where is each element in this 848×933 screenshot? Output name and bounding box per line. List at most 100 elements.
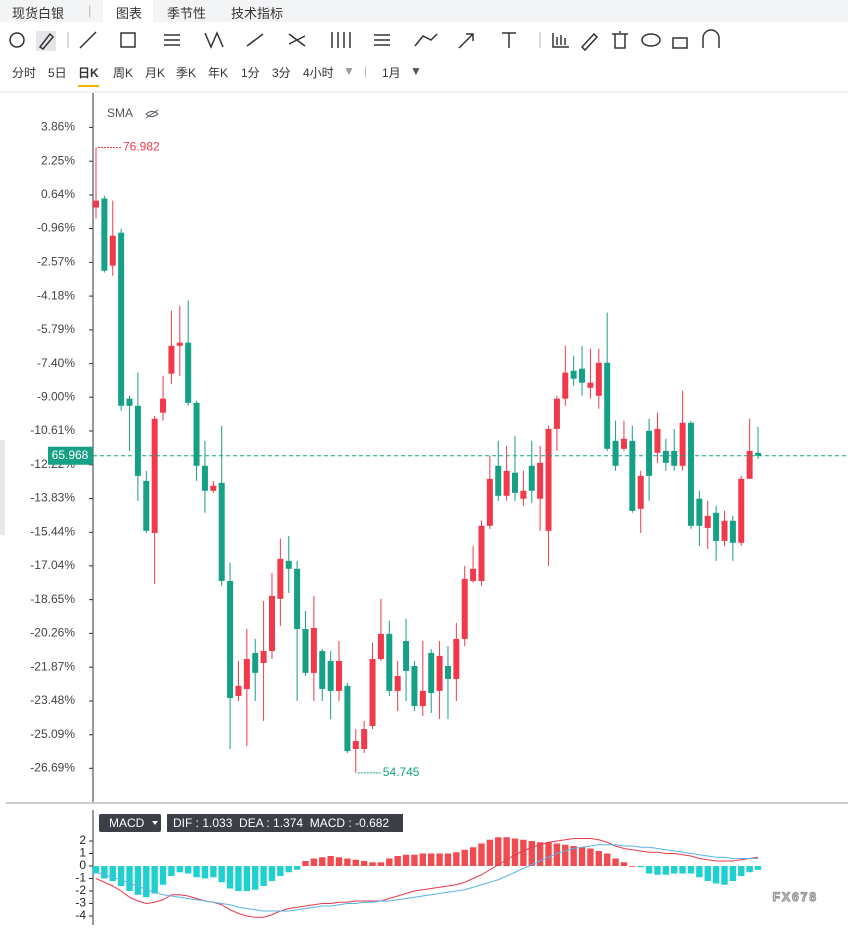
- candle-body: [277, 558, 284, 599]
- period-button[interactable]: 4小时: [303, 66, 334, 80]
- macd-bar: [344, 858, 351, 866]
- y-tick-label: -15.44%: [30, 524, 75, 538]
- period-button[interactable]: 日K: [78, 64, 99, 87]
- candle-body: [109, 235, 116, 266]
- candle-body: [176, 342, 183, 346]
- macd-bar: [469, 847, 477, 866]
- indicator-button[interactable]: [99, 814, 161, 832]
- tool-icon[interactable]: [331, 32, 351, 48]
- candle-body: [302, 629, 309, 673]
- tool-icon[interactable]: [246, 33, 264, 47]
- dropdown-arrow: [152, 821, 158, 825]
- macd-bar: [671, 866, 678, 874]
- candle-body: [285, 560, 292, 569]
- visibility-icon[interactable]: [145, 109, 159, 119]
- tool-icon[interactable]: [120, 32, 136, 48]
- period-button[interactable]: 季K: [176, 66, 197, 80]
- y-tick-label: -26.69%: [30, 760, 75, 774]
- candle-body: [151, 418, 158, 533]
- macd-bar: [587, 848, 594, 866]
- tool-icon[interactable]: [288, 33, 306, 47]
- macd-bar: [126, 866, 133, 891]
- tab[interactable]: 季节性: [167, 6, 207, 21]
- candle-body: [746, 450, 753, 479]
- tool-icon[interactable]: [612, 31, 628, 49]
- period-button[interactable]: 月K: [145, 66, 166, 80]
- macd-bar: [226, 866, 234, 889]
- macd-bar: [151, 866, 158, 894]
- macd-bar: [134, 866, 142, 895]
- tool-icon[interactable]: [79, 31, 97, 49]
- y-tick-label: -5.79%: [37, 322, 75, 336]
- tool-icon[interactable]: [204, 31, 224, 49]
- candle-body: [444, 665, 451, 679]
- tool-icon[interactable]: [580, 32, 599, 52]
- candle-body: [512, 472, 518, 493]
- y-tick-label: -4: [75, 908, 86, 922]
- tool-icon[interactable]: [38, 32, 55, 50]
- macd-bar: [612, 858, 619, 866]
- tab[interactable]: 技术指标: [231, 6, 284, 21]
- macd-bar: [578, 847, 586, 866]
- y-tick-label: 1: [79, 846, 86, 860]
- tool-icon[interactable]: [458, 33, 474, 49]
- tool-icon[interactable]: [164, 34, 180, 46]
- toolbar: [9, 29, 720, 52]
- y-tick-label: 0.64%: [41, 187, 75, 201]
- candle-body: [294, 568, 301, 630]
- macd-bar: [101, 866, 108, 879]
- macd-bar: [268, 866, 276, 881]
- macd-bar: [637, 866, 644, 868]
- tool-icon[interactable]: [502, 32, 516, 48]
- period-button[interactable]: 分时: [12, 66, 37, 80]
- tool-icon[interactable]: [374, 34, 390, 46]
- tool-icon[interactable]: [552, 33, 569, 48]
- candle-body: [101, 198, 108, 271]
- tool-icon[interactable]: [414, 33, 438, 47]
- period-button[interactable]: 5日: [48, 66, 67, 80]
- candle-body: [344, 685, 351, 752]
- macd-bar: [453, 852, 460, 866]
- candle-body: [528, 465, 535, 491]
- macd-bar: [235, 866, 242, 891]
- period-button[interactable]: 3分: [272, 66, 291, 80]
- macd-bar: [218, 866, 225, 883]
- macd-bar: [679, 866, 686, 874]
- candle-body: [729, 520, 736, 543]
- candle-body: [260, 651, 267, 664]
- macd-bar: [570, 846, 577, 866]
- interval-select[interactable]: 1月: [382, 66, 401, 80]
- period-button[interactable]: 1分: [241, 66, 260, 80]
- macd-readout: DIF : 1.033 DEA : 1.374 MACD : -0.682: [173, 816, 389, 830]
- macd-bar: [184, 866, 192, 874]
- y-tick-label: -0.96%: [37, 221, 75, 235]
- tool-icon[interactable]: [641, 33, 661, 47]
- candle-body: [562, 372, 569, 399]
- candle-body: [612, 440, 619, 466]
- candle-body: [545, 428, 552, 531]
- candle-body: [570, 370, 577, 379]
- tool-icon[interactable]: [672, 37, 688, 49]
- y-tick-label: -17.04%: [30, 558, 75, 572]
- candle-body: [210, 485, 217, 491]
- candle-body: [235, 685, 242, 696]
- candle-body: [118, 232, 125, 406]
- macd-bar: [193, 866, 200, 878]
- macd-bar: [277, 866, 284, 876]
- period-button[interactable]: 周K: [113, 66, 134, 80]
- instrument-title: 现货白银: [12, 6, 65, 21]
- macd-bar: [654, 866, 661, 875]
- y-tick-label: 2: [79, 833, 86, 847]
- y-tick-label: -23.48%: [30, 693, 75, 707]
- period-button[interactable]: 年K: [208, 66, 229, 80]
- tab[interactable]: 图表: [116, 6, 143, 21]
- y-tick-label: -3: [75, 896, 86, 910]
- tool-icon[interactable]: [702, 29, 720, 48]
- y-tick-label: -7.40%: [37, 356, 75, 370]
- macd-bar: [704, 866, 711, 881]
- candle-body: [352, 741, 359, 750]
- tool-icon[interactable]: [9, 32, 25, 48]
- macd-bar: [260, 866, 267, 886]
- macd-bar: [595, 851, 602, 866]
